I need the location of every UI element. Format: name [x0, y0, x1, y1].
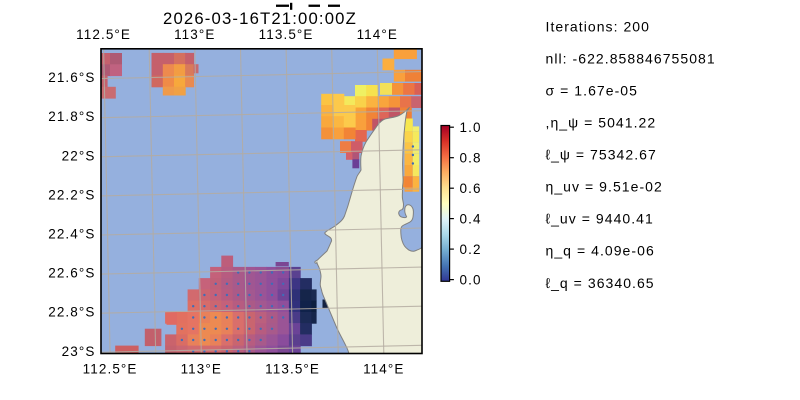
- svg-text:21.8°S: 21.8°S: [48, 109, 95, 124]
- svg-text:114°E: 114°E: [363, 362, 404, 377]
- svg-text:112.5°E: 112.5°E: [83, 362, 138, 377]
- svg-text:,η_ψ = 5041.22: ,η_ψ = 5041.22: [546, 115, 657, 131]
- svg-text:23°S: 23°S: [62, 344, 96, 359]
- svg-text:Iterations: 200: Iterations: 200: [546, 18, 650, 34]
- svg-text:22.2°S: 22.2°S: [48, 187, 95, 202]
- svg-text:22.6°S: 22.6°S: [48, 266, 95, 281]
- svg-text:0.8: 0.8: [460, 151, 482, 166]
- svg-text:0.2: 0.2: [460, 242, 482, 257]
- svg-text:113°E: 113°E: [181, 362, 222, 377]
- svg-text:0.0: 0.0: [460, 273, 482, 288]
- svg-text:ℓ_ψ = 75342.67: ℓ_ψ = 75342.67: [546, 147, 657, 163]
- svg-text:113.5°E: 113.5°E: [259, 27, 314, 42]
- svg-text:η_q = 4.09e-06: η_q = 4.09e-06: [546, 243, 655, 259]
- svg-text:0.4: 0.4: [460, 212, 482, 227]
- svg-text:nll: -622.858846755081: nll: -622.858846755081: [546, 50, 716, 66]
- svg-text:η_uv = 9.51e-02: η_uv = 9.51e-02: [546, 179, 663, 195]
- svg-text:σ = 1.67e-05: σ = 1.67e-05: [546, 83, 638, 99]
- svg-text:0.6: 0.6: [460, 181, 482, 196]
- svg-text:114°E: 114°E: [357, 27, 398, 42]
- svg-text:22.8°S: 22.8°S: [48, 305, 95, 320]
- svg-text:113.5°E: 113.5°E: [265, 362, 320, 377]
- svg-text:ℓ_uv = 9440.41: ℓ_uv = 9440.41: [546, 211, 654, 227]
- svg-text:1.0: 1.0: [460, 120, 482, 135]
- svg-text:112.5°E: 112.5°E: [76, 27, 131, 42]
- svg-text:22°S: 22°S: [62, 148, 96, 163]
- svg-text:2026-03-16T21:00:00Z: 2026-03-16T21:00:00Z: [163, 9, 357, 28]
- svg-text:ℓ_q = 36340.65: ℓ_q = 36340.65: [546, 275, 655, 291]
- svg-text:21.6°S: 21.6°S: [48, 70, 95, 85]
- svg-text:22.4°S: 22.4°S: [48, 227, 95, 242]
- svg-text:113°E: 113°E: [174, 27, 215, 42]
